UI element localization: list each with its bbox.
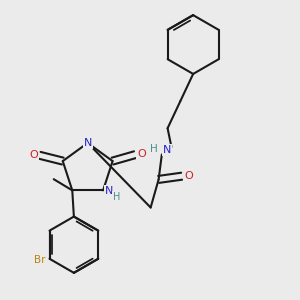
Text: O: O: [29, 150, 38, 160]
Text: N: N: [163, 145, 171, 155]
Text: N: N: [83, 138, 92, 148]
Text: N: N: [105, 186, 114, 196]
Text: O: O: [137, 149, 146, 159]
Text: O: O: [184, 171, 193, 181]
Text: H: H: [150, 144, 158, 154]
Text: Br: Br: [34, 255, 45, 265]
Text: H: H: [113, 192, 120, 202]
